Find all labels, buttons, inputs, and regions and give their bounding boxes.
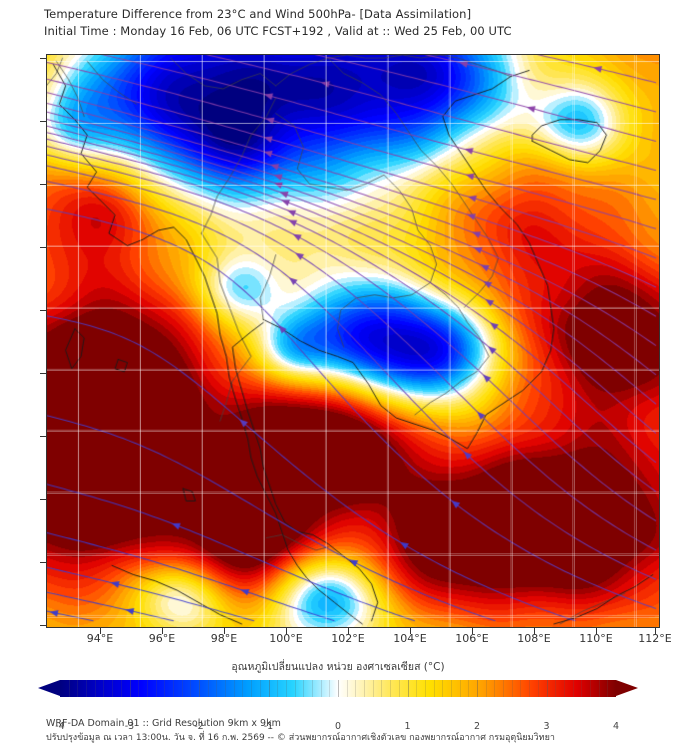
chart-title-block: Temperature Difference from 23°C and Win… xyxy=(44,6,664,40)
xtick-label-8: 110°E xyxy=(579,632,613,645)
temperature-wind-field-canvas xyxy=(47,55,659,627)
colorbar-tick-4: 4 xyxy=(612,721,620,732)
xtick-label-4: 102°E xyxy=(331,632,365,645)
ytick-mark-4 xyxy=(40,310,46,311)
ytick-mark-7 xyxy=(40,499,46,500)
xtick-mark-4 xyxy=(348,628,349,634)
colorbar-under-arrow xyxy=(38,680,60,696)
xtick-label-1: 96°E xyxy=(148,632,176,645)
xtick-mark-2 xyxy=(224,628,225,634)
chart-title-line-2: Initial Time : Monday 16 Feb, 06 UTC FCS… xyxy=(44,24,512,38)
colorbar-tick-neg1: -1 xyxy=(263,721,274,732)
colorbar-tick-3: 3 xyxy=(543,721,550,732)
ytick-mark-5 xyxy=(40,373,46,374)
colorbar-over-arrow xyxy=(616,680,638,696)
colorbar[interactable]: -4 -3 -2 -1 0 1 2 3 4 xyxy=(38,680,638,732)
footer-block: WRF-DA Domain 01 :: Grid Resolution 9km … xyxy=(46,716,666,746)
xtick-mark-7 xyxy=(534,628,535,634)
ytick-mark-6 xyxy=(40,436,46,437)
colorbar-gradient xyxy=(60,680,616,697)
colorbar-tick-neg3: -3 xyxy=(124,721,135,732)
colorbar-tick-neg4: -4 xyxy=(55,721,65,732)
ytick-mark-9 xyxy=(40,625,46,626)
colorbar-label: อุณหภูมิเปลี่ยนแปลง หน่วย องศาเซลเซียส (… xyxy=(231,661,445,673)
xtick-mark-8 xyxy=(596,628,597,634)
colorbar-block: อุณหภูมิเปลี่ยนแปลง หน่วย องศาเซลเซียส (… xyxy=(0,658,676,732)
xtick-label-0: 94°E xyxy=(86,632,114,645)
xtick-label-3: 100°E xyxy=(269,632,303,645)
xtick-mark-3 xyxy=(286,628,287,634)
ytick-mark-0 xyxy=(40,58,46,59)
xtick-mark-9 xyxy=(655,628,656,634)
xtick-label-5: 104°E xyxy=(393,632,427,645)
xtick-label-6: 106°E xyxy=(455,632,489,645)
xtick-label-2: 98°E xyxy=(210,632,238,645)
ytick-mark-3 xyxy=(40,247,46,248)
xtick-mark-1 xyxy=(162,628,163,634)
xtick-mark-0 xyxy=(100,628,101,634)
map-plot-area[interactable] xyxy=(46,54,660,628)
colorbar-tick-0: 0 xyxy=(334,721,342,732)
chart-title-line-1: Temperature Difference from 23°C and Win… xyxy=(44,7,472,21)
ytick-mark-1 xyxy=(40,121,46,122)
footer-model-info: WRF-DA Domain 01 :: Grid Resolution 9km … xyxy=(46,718,281,729)
colorbar-tick-2: 2 xyxy=(473,721,481,732)
footer-attribution: ปรับปรุงข้อมูล ณ เวลา 13:00น. วัน จ. ที่… xyxy=(46,733,555,743)
xtick-mark-5 xyxy=(410,628,411,634)
colorbar-bar xyxy=(60,680,616,697)
ytick-mark-2 xyxy=(40,184,46,185)
xtick-label-9: 112°E xyxy=(638,632,672,645)
colorbar-tick-1: 1 xyxy=(404,721,411,732)
xtick-label-7: 108°E xyxy=(517,632,551,645)
ytick-mark-8 xyxy=(40,562,46,563)
colorbar-tick-neg2: -2 xyxy=(194,721,204,732)
xtick-mark-6 xyxy=(472,628,473,634)
